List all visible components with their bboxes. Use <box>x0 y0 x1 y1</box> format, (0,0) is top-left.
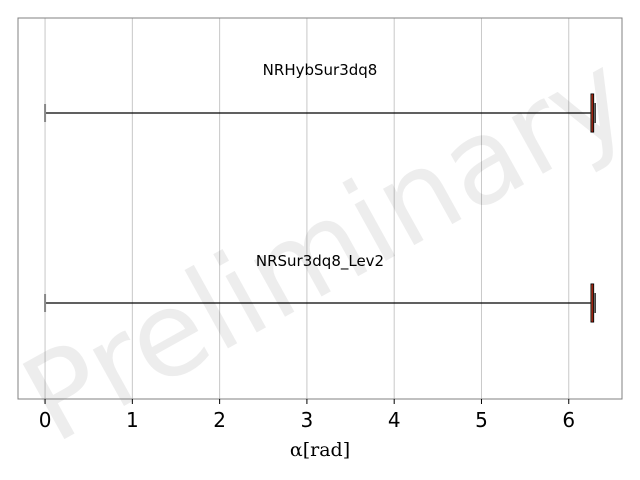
grid-lines <box>44 18 570 399</box>
x-tick-label: 1 <box>126 408 139 432</box>
box-plot-series: NRSur3dq8_Lev2 <box>44 252 596 323</box>
series-label: NRHybSur3dq8 <box>263 61 378 79</box>
x-tick-label: 2 <box>213 408 226 432</box>
box-plots: NRHybSur3dq8 NRSur3dq8_Lev2 <box>44 61 596 323</box>
x-tick-label: 6 <box>562 408 575 432</box>
series-label: NRSur3dq8_Lev2 <box>256 252 384 271</box>
x-tick-label: 3 <box>301 408 314 432</box>
x-axis-ticks: 0 1 2 3 4 5 6 <box>39 399 575 432</box>
x-tick-label: 4 <box>388 408 401 432</box>
x-axis-label: α[rad] <box>290 439 350 461</box>
x-tick-label: 0 <box>39 408 52 432</box>
plot-frame <box>17 17 623 400</box>
box-plot-series: NRHybSur3dq8 <box>44 61 596 133</box>
x-tick-label: 5 <box>475 408 488 432</box>
